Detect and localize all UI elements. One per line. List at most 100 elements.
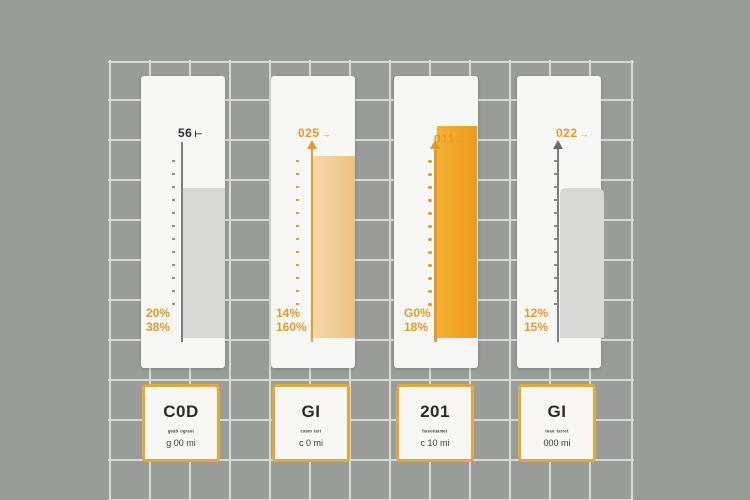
gauge-axis: [181, 142, 183, 342]
pointer-arrow-icon: ⊢: [194, 129, 204, 139]
gauge-tick: [554, 186, 557, 188]
gauge-tick: [296, 264, 299, 266]
gauge-tick: [172, 160, 175, 162]
gauge-tick: [428, 264, 432, 267]
gauge-card[interactable]: GI ᶜᵃᵉᵐ ᵗᵃʳᵗ c 0 mi: [272, 384, 350, 462]
gauge-bottom-label: 20%: [146, 306, 171, 320]
gauge-ticks: [296, 160, 299, 320]
gauge-bottom-label: 14%: [276, 306, 301, 320]
gauge-card-fine-print: ᶜᵃᵉᵐ ᵗᵃʳᵗ: [300, 430, 322, 436]
gauge-tick: [554, 160, 557, 162]
arrow-up-icon: [430, 140, 440, 149]
gauge-top-label: 025 →: [298, 126, 331, 140]
gauge-ticks: [554, 160, 557, 320]
gauge-bottom-label: 160%: [276, 320, 307, 334]
gauge-ticks: [428, 160, 432, 320]
gauge-tick: [428, 186, 432, 189]
gauge-tick: [428, 238, 432, 241]
gauge-tick: [428, 160, 432, 163]
gauge-tick: [554, 212, 557, 214]
gauge-bottom-label: 12%: [524, 306, 549, 320]
gauge-tick: [554, 264, 557, 266]
gauge-ticks: [172, 160, 175, 320]
gauge-tick: [172, 238, 175, 240]
gauge-tick: [428, 225, 432, 228]
gauge-axis: [557, 148, 559, 342]
gauge-tick: [428, 290, 432, 293]
gauge-tick: [296, 199, 299, 201]
gauge-fill-bar: [183, 188, 225, 338]
gauge-tick: [296, 225, 299, 227]
gauge-fill-bar: [437, 126, 477, 338]
gauge-tick: [554, 173, 557, 175]
gauge-tick: [172, 251, 175, 253]
gauge-tick: [554, 290, 557, 292]
gauge-card-code: C0D: [163, 402, 199, 421]
gauge-bottom-label: G0%: [404, 306, 431, 320]
gauge-card[interactable]: GI ᵗᵉᵃᵉ ᵗᵃʳʳᵉᵗ 000 mi: [518, 384, 596, 462]
gauge-card-code: GI: [547, 402, 567, 421]
gauge-card-detail: 000 mi: [543, 438, 571, 448]
gauge-tick: [296, 290, 299, 292]
gauge-tick: [296, 160, 299, 162]
gauge-bottom-labels: 20% 38%: [146, 306, 170, 334]
gauge-tick: [296, 277, 299, 279]
gauge-top-label-text: 56: [178, 126, 193, 140]
gauge-bottom-label: 15%: [524, 320, 549, 334]
gauge-tick: [554, 251, 557, 253]
pointer-arrow-icon: →: [456, 135, 467, 145]
gauge-top-label-text: 025: [298, 126, 320, 140]
gauge-axis: [311, 148, 313, 342]
gauge-tick: [296, 212, 299, 214]
gauge-tick: [296, 303, 299, 305]
gauge-tick: [172, 212, 175, 214]
gauge-bottom-label: 18%: [404, 320, 429, 334]
gauge-fill-bar: [313, 156, 355, 338]
gauge-top-label: 56 ⊢: [178, 126, 203, 140]
gauge-card-code: 201: [420, 402, 450, 421]
gauge-top-label-text: 011: [434, 132, 455, 146]
gauge-tick: [172, 303, 175, 305]
gauge-tick: [296, 186, 299, 188]
arrow-up-outline-icon: [553, 140, 563, 149]
gauge-tick: [172, 199, 175, 201]
gauge-tick: [428, 212, 432, 215]
gauge-tick: [172, 186, 175, 188]
gauge-top-label: 011 →: [434, 132, 466, 146]
gauge-tick: [296, 238, 299, 240]
gauge-card-fine-print: ᵗᵉᵃᵉ ᵗᵃʳʳᵉᵗ: [545, 430, 569, 436]
gauge-card-detail: c 10 mi: [420, 438, 450, 448]
gauge-bottom-labels: 14% 160%: [276, 306, 307, 334]
gauge-card-fine-print: ʰᵃᵉᵒᵗᵘᵃᵐᵉᵗ: [422, 430, 448, 436]
gauge-top-label: 022 →: [556, 126, 589, 140]
gauge-axis: [434, 148, 437, 342]
gauge-card-code: GI: [301, 402, 321, 421]
gauge-fill-bar: [560, 188, 604, 338]
gauge-bottom-label: 38%: [146, 320, 171, 334]
gauge-tick: [428, 251, 432, 254]
gauge-card-detail: g 00 mi: [166, 438, 196, 448]
gauge-tick: [554, 238, 557, 240]
gauge-tick: [296, 173, 299, 175]
gauge-card[interactable]: 201 ʰᵃᵉᵒᵗᵘᵃᵐᵉᵗ c 10 mi: [396, 384, 474, 462]
gauge-tick: [554, 225, 557, 227]
gauge-tick: [172, 264, 175, 266]
gauge-tick: [428, 199, 432, 202]
gauge-card-fine-print: ᵍᵉᵃᵇ ᵒᵍʳᵃᵉᵗ: [167, 430, 195, 436]
gauge-top-label-text: 022: [556, 126, 578, 140]
gauge-tick: [554, 303, 557, 305]
gauge-card-detail: c 0 mi: [298, 438, 323, 448]
gauge-tick: [172, 225, 175, 227]
gauge-tick: [428, 303, 432, 306]
gauge-bottom-labels: 12% 15%: [524, 306, 548, 334]
gauge-tick: [172, 173, 175, 175]
arrow-up-icon: [307, 140, 317, 149]
gauge-card[interactable]: C0D ᵍᵉᵃᵇ ᵒᵍʳᵃᵉᵗ g 00 mi: [142, 384, 220, 462]
gauge-bottom-labels: G0% 18%: [404, 306, 431, 334]
gauge-tick: [554, 199, 557, 201]
gauge-tick: [554, 277, 557, 279]
gauge-tick: [428, 277, 432, 280]
gauge-tick: [172, 290, 175, 292]
gauge-tick: [296, 251, 299, 253]
